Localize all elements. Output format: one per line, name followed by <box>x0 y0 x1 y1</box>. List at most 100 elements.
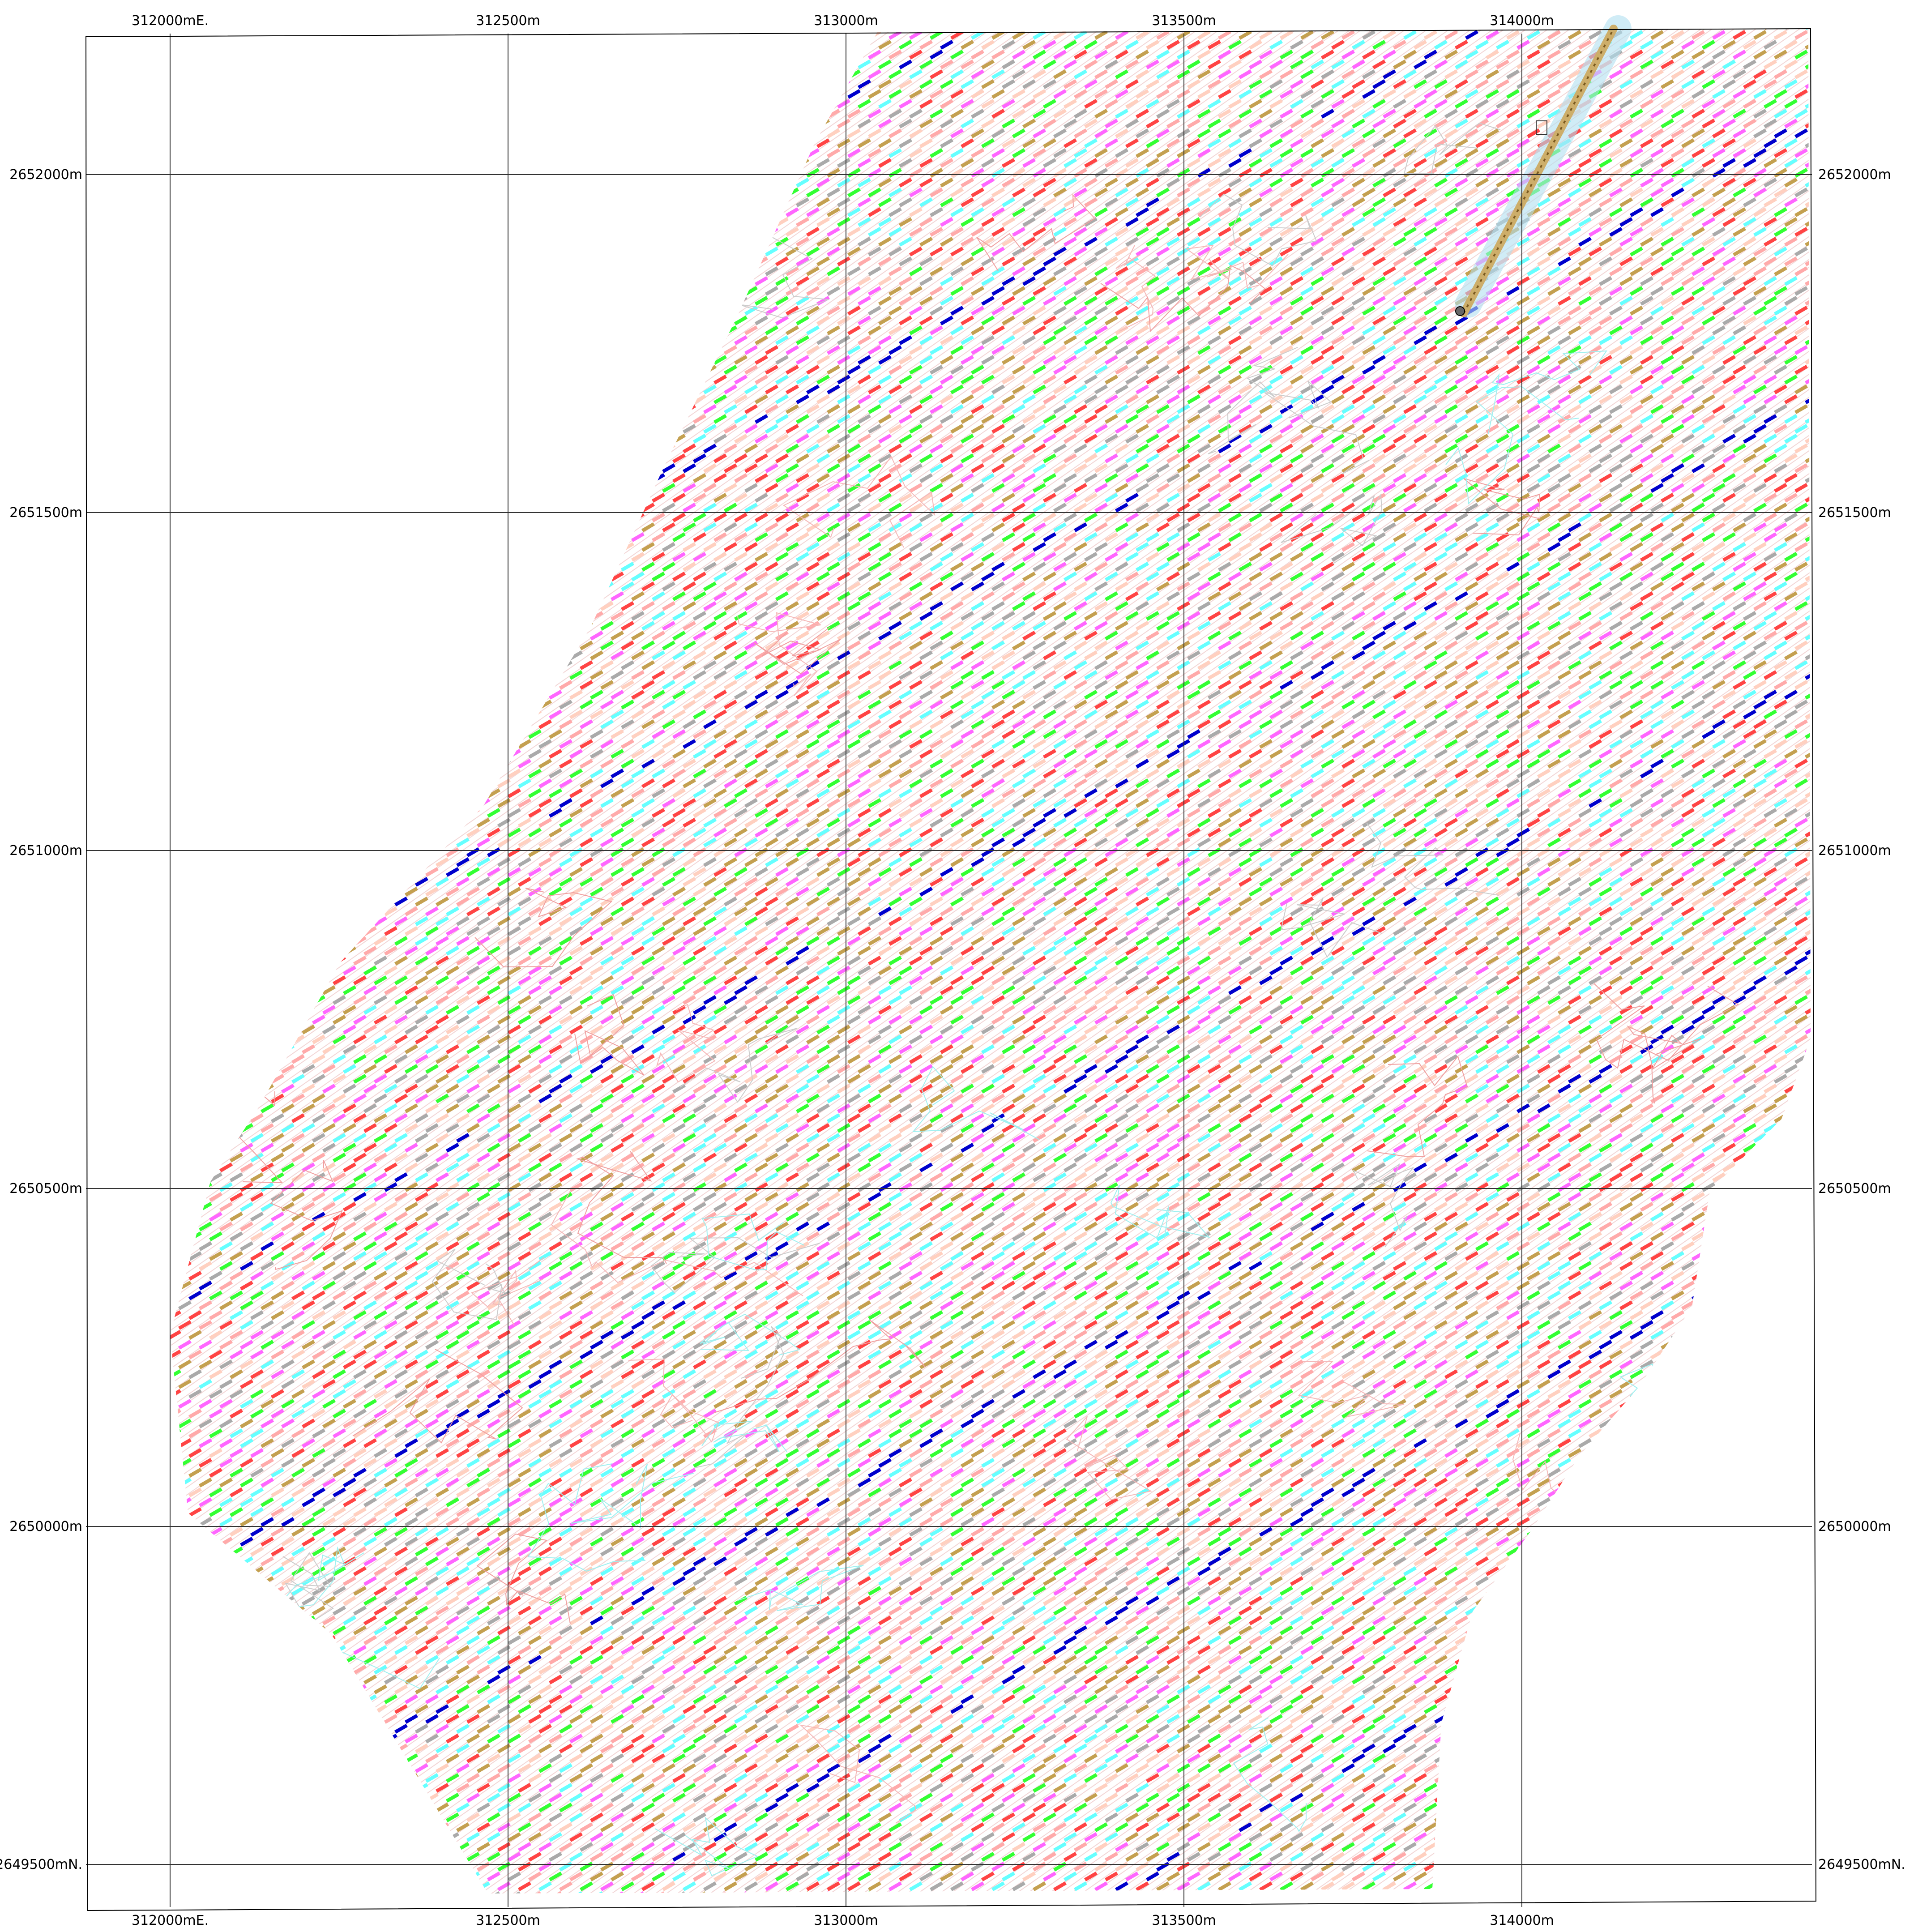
survey-point-label <box>786 168 799 178</box>
survey-point-label <box>271 50 284 60</box>
survey-point-label <box>230 227 243 237</box>
survey-point-label <box>384 99 397 109</box>
survey-point-label <box>394 266 408 276</box>
survey-point-label <box>209 325 222 335</box>
survey-point-label <box>219 375 233 385</box>
survey-point-label <box>85 89 99 99</box>
survey-point-label <box>631 197 645 207</box>
survey-point-label <box>85 266 99 276</box>
survey-point-label <box>291 483 305 493</box>
survey-point-label <box>147 345 161 355</box>
survey-point-label <box>0 119 6 128</box>
survey-point-label <box>44 365 58 375</box>
survey-point-label <box>569 217 583 227</box>
survey-point-label <box>683 168 696 178</box>
survey-point-label <box>34 237 47 247</box>
survey-point-label <box>590 256 603 266</box>
survey-point-label <box>569 513 583 522</box>
survey-point-label <box>188 188 202 197</box>
survey-point-label <box>713 197 727 207</box>
survey-point-label <box>1722 20 1736 30</box>
survey-point-label <box>662 89 675 99</box>
survey-point-label <box>137 119 150 128</box>
survey-point-label <box>302 434 315 444</box>
survey-point-label <box>580 385 593 394</box>
survey-point-label <box>96 513 109 522</box>
survey-point-label <box>538 148 552 158</box>
survey-point-label <box>13 335 27 345</box>
survey-point-label <box>405 473 418 483</box>
survey-point-label <box>394 345 408 355</box>
survey-point-label <box>312 89 325 99</box>
survey-point-label <box>1846 20 1859 30</box>
survey-point-label <box>1846 493 1859 503</box>
survey-point-label <box>487 493 500 503</box>
survey-point-label <box>1815 148 1828 158</box>
survey-point-label <box>806 69 820 79</box>
survey-point-label <box>178 532 192 542</box>
survey-point-label <box>528 316 542 325</box>
survey-point-label <box>75 119 89 128</box>
survey-point-label <box>281 493 295 503</box>
survey-point-label <box>600 89 614 99</box>
survey-point-label <box>590 355 603 365</box>
survey-point-label <box>178 79 192 89</box>
survey-point-label <box>652 296 665 306</box>
survey-point-label <box>1856 306 1870 316</box>
survey-point-label <box>703 50 717 60</box>
survey-point-label <box>353 522 367 532</box>
survey-point-label <box>1856 247 1870 256</box>
survey-point-label <box>713 60 727 69</box>
survey-point-label <box>116 316 130 325</box>
survey-point-label <box>713 256 727 266</box>
survey-point-label <box>343 119 356 128</box>
survey-point-label <box>1856 227 1870 237</box>
survey-point-label <box>580 30 593 40</box>
survey-point-label <box>353 128 367 138</box>
survey-point-label <box>3 89 17 99</box>
survey-point-label <box>261 256 274 266</box>
survey-point-label <box>250 207 264 217</box>
survey-point-label <box>312 424 325 434</box>
survey-point-label <box>353 404 367 414</box>
survey-point-label <box>1815 30 1828 40</box>
survey-point-label <box>137 355 150 365</box>
survey-point-label <box>621 483 634 493</box>
survey-point-label <box>755 79 768 89</box>
survey-point-label <box>487 473 500 483</box>
survey-point-label <box>343 532 356 542</box>
survey-point-label <box>219 355 233 365</box>
survey-point-label <box>384 414 397 424</box>
survey-point-label <box>250 345 264 355</box>
survey-point-label <box>85 30 99 40</box>
survey-point-label <box>106 385 120 394</box>
survey-point-label <box>1846 434 1859 444</box>
survey-point-label <box>621 345 634 355</box>
survey-point-label <box>878 20 892 30</box>
survey-point-label <box>3 463 17 473</box>
survey-point-label <box>3 483 17 493</box>
survey-point-label <box>240 178 253 188</box>
survey-point-label <box>333 365 346 375</box>
survey-point-label <box>1815 483 1828 493</box>
survey-point-label <box>261 316 274 325</box>
survey-point-label <box>312 365 325 375</box>
survey-point-label <box>116 355 130 365</box>
survey-point-label <box>343 296 356 306</box>
survey-point-label <box>1856 404 1870 414</box>
survey-point-label <box>497 247 511 256</box>
survey-point-label <box>199 217 212 227</box>
survey-point-label <box>178 296 192 306</box>
survey-point-label <box>569 40 583 50</box>
survey-point-label <box>652 197 665 207</box>
survey-point-label <box>580 306 593 316</box>
survey-point-label <box>85 365 99 375</box>
survey-point-label <box>497 109 511 119</box>
survey-point-label <box>497 188 511 197</box>
survey-point-label <box>312 503 325 513</box>
survey-point-label <box>1825 473 1839 483</box>
survey-point-label <box>508 138 521 148</box>
survey-point-label <box>497 207 511 217</box>
survey-point-label <box>446 158 459 168</box>
survey-point-label <box>147 424 161 434</box>
